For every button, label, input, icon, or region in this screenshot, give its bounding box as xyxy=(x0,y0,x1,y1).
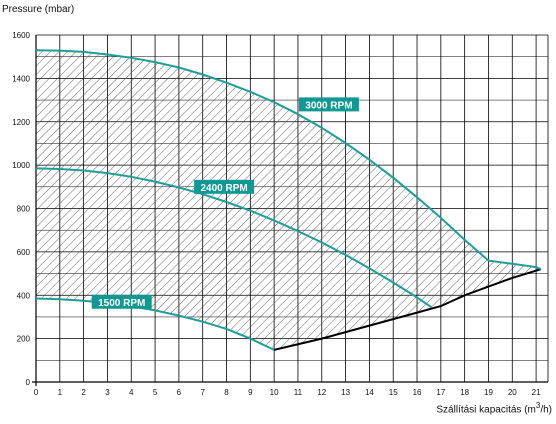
x-tick-label: 3 xyxy=(105,388,110,397)
y-axis-label: Pressure (mbar) xyxy=(2,4,75,15)
series-label-bg xyxy=(298,97,359,112)
x-tick-label: 12 xyxy=(317,388,326,397)
x-tick-label: 9 xyxy=(248,388,253,397)
curves xyxy=(35,49,542,351)
x-tick-label: 20 xyxy=(508,388,517,397)
x-tick-label: 13 xyxy=(341,388,350,397)
y-tick-label: 1000 xyxy=(12,161,30,170)
y-tick-label: 400 xyxy=(17,291,31,300)
y-tick-label: 1600 xyxy=(12,31,30,40)
operating-region xyxy=(36,50,541,350)
y-tick-label: 600 xyxy=(17,248,31,257)
series-label-bg xyxy=(91,294,152,309)
x-tick-label: 14 xyxy=(365,388,374,397)
series-label-2: 2400 RPM xyxy=(201,183,248,194)
y-tick-label: 200 xyxy=(17,335,31,344)
series-label-3: 1500 RPM xyxy=(98,298,145,309)
y-tick-label: 1200 xyxy=(12,118,30,127)
x-axis-label-suffix: /h) xyxy=(540,404,552,416)
x-tick-label: 7 xyxy=(200,388,205,397)
tick-labels: 0 1 2 3 4 5 6 7 8 9 10 11 12 13 14 15 16 17 18 19 20 21020040… xyxy=(12,31,541,397)
x-tick-label: 21 xyxy=(532,388,541,397)
boundary-line xyxy=(273,268,542,351)
x-tick-label: 19 xyxy=(484,388,493,397)
y-tick-label: 1400 xyxy=(12,74,30,83)
x-tick-label: 17 xyxy=(436,388,445,397)
x-tick-label: 8 xyxy=(224,388,229,397)
x-axis-label-sup: 3 xyxy=(535,401,541,410)
x-tick-label: 1 xyxy=(58,388,63,397)
axes xyxy=(32,35,548,386)
y-tick-label: 800 xyxy=(17,205,31,214)
x-tick-label: 4 xyxy=(129,388,134,397)
series-line-3 xyxy=(35,297,275,351)
x-tick-label: 15 xyxy=(389,388,398,397)
x-tick-label: 10 xyxy=(270,388,279,397)
hatched-region xyxy=(36,50,541,350)
x-tick-label: 5 xyxy=(153,388,158,397)
series-labels: 3000 RPM 2400 RPM 1500 RPM xyxy=(91,97,359,309)
x-tick-label: 18 xyxy=(460,388,469,397)
series-line-1 xyxy=(35,49,542,271)
x-tick-label: 11 xyxy=(294,388,303,397)
x-tick-label: 16 xyxy=(413,388,422,397)
x-axis-label-prefix: Szállítási kapacitás (m xyxy=(436,404,536,416)
x-tick-label: 6 xyxy=(177,388,182,397)
y-tick-label: 0 xyxy=(26,378,31,387)
x-tick-label: 0 xyxy=(34,388,39,397)
x-tick-label: 2 xyxy=(81,388,86,397)
x-axis-label: Szállítási kapacitás (m3/h) xyxy=(436,401,552,415)
series-label-1: 3000 RPM xyxy=(305,100,352,111)
series-label-bg xyxy=(194,179,255,194)
series-line-2 xyxy=(35,167,432,309)
